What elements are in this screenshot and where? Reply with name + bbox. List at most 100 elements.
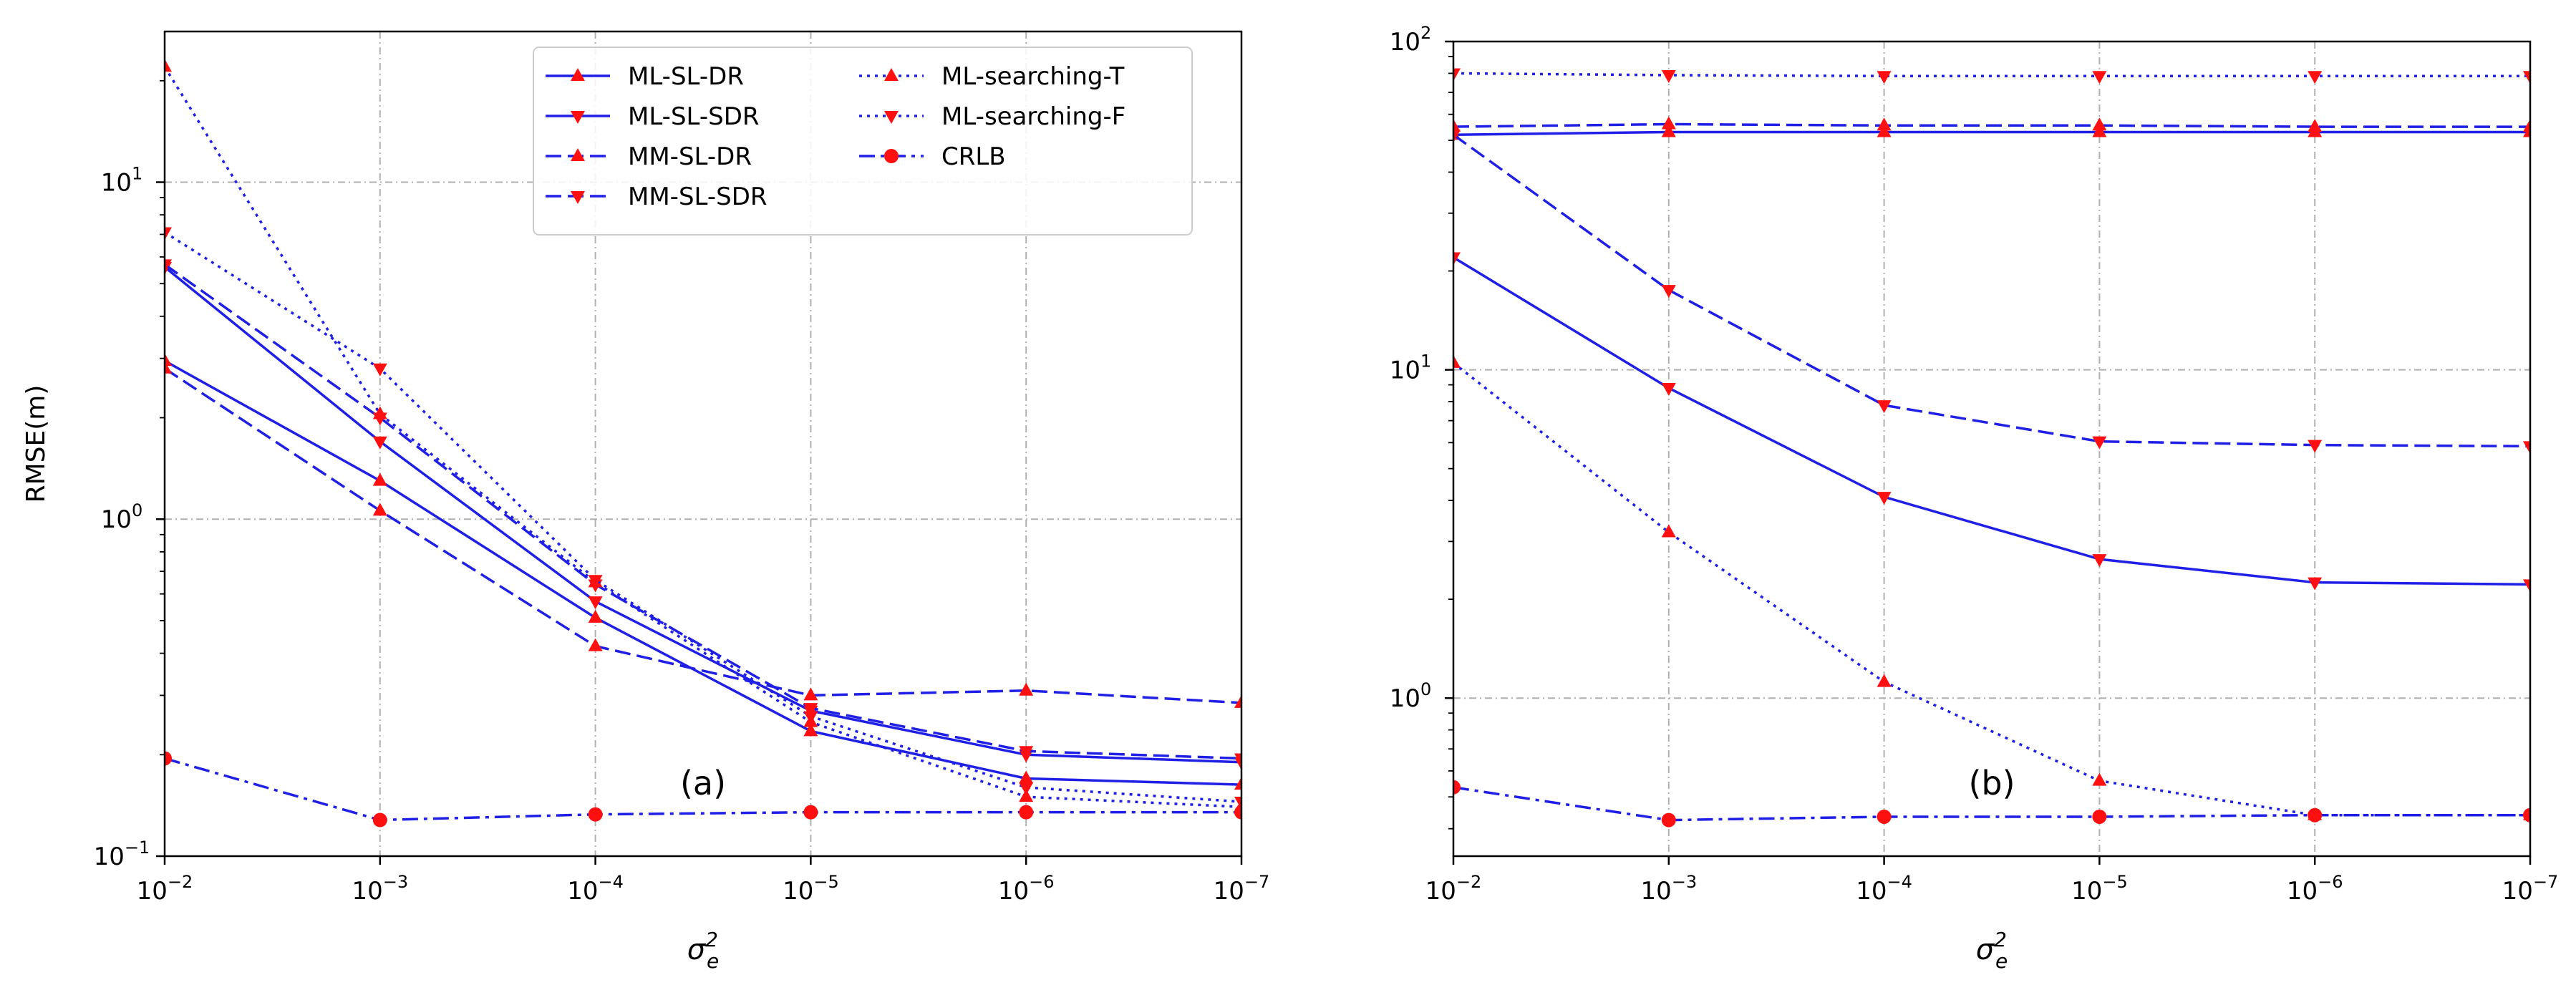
- data-point: [1877, 117, 1892, 131]
- series-crlb: [165, 751, 1241, 828]
- x-tick-label: 10−2: [1425, 872, 1482, 906]
- series-line: [1453, 362, 2530, 817]
- data-point: [165, 259, 172, 273]
- series-line: [165, 367, 1241, 704]
- y-ticks-b: 100 101 102: [1390, 23, 1453, 830]
- series-line: [165, 359, 1241, 786]
- series-group-b: [1453, 68, 2530, 828]
- legend-item: MM-SL-SDR: [546, 183, 768, 211]
- data-point: [2092, 554, 2107, 568]
- series-line: [1453, 122, 2530, 128]
- data-point: [2523, 579, 2530, 593]
- legend-marker: [571, 111, 585, 124]
- data-point: [1877, 492, 1892, 505]
- legend-marker: [571, 191, 585, 204]
- x-tick-label: 10−4: [1856, 872, 1912, 906]
- data-point: [372, 812, 387, 828]
- x-tick-label: 10−5: [783, 872, 839, 906]
- legend: ML-SL-DR ML-SL-SDR MM-SL-DR MM-SL-SDR ML-sea…: [533, 47, 1193, 236]
- panel-label-a: (a): [680, 764, 726, 802]
- y-tick-label: 100: [1390, 679, 1432, 713]
- series-line: [165, 266, 1241, 764]
- data-point: [2308, 577, 2323, 591]
- data-point: [1877, 674, 1892, 687]
- legend-marker: [571, 148, 585, 161]
- series-mm-sl-dr: [165, 360, 1241, 708]
- chart-panel-b: 10−2 10−3 10−4 10−5 10−6 10−7 100 101 102 (b) σ…: [1390, 23, 2559, 973]
- x-tick-label: 10−2: [137, 872, 193, 906]
- data-point: [372, 472, 387, 486]
- data-point: [588, 609, 603, 623]
- data-point: [2092, 809, 2107, 824]
- series-line: [1453, 72, 2530, 77]
- data-point: [1019, 789, 1034, 802]
- legend-marker: [884, 68, 899, 81]
- data-point: [803, 703, 818, 717]
- grid-b: [1453, 41, 2531, 856]
- data-point: [1234, 753, 1241, 767]
- legend-label: MM-SL-SDR: [628, 183, 768, 211]
- series-line: [165, 263, 1241, 760]
- data-point: [372, 503, 387, 516]
- data-point: [165, 59, 172, 72]
- data-point: [588, 638, 603, 651]
- legend-label: ML-SL-SDR: [628, 102, 760, 131]
- legend-marker: [571, 68, 585, 81]
- data-point: [1661, 69, 1676, 83]
- data-point: [1453, 119, 1461, 132]
- data-point: [1019, 770, 1034, 784]
- data-point: [1661, 285, 1676, 299]
- legend-item: ML-searching-T: [859, 62, 1125, 91]
- data-point: [1661, 383, 1676, 397]
- series-line: [1453, 130, 2530, 136]
- data-point: [372, 436, 387, 450]
- data-point: [588, 596, 603, 610]
- legend-label: ML-searching-T: [941, 62, 1125, 91]
- x-axis-label-a: σ2 e: [687, 928, 719, 973]
- y-ticks-a: 10−1 100 101: [94, 79, 165, 871]
- data-point: [1234, 805, 1241, 820]
- series-ml-sl-dr: [165, 353, 1241, 790]
- data-point: [803, 805, 818, 820]
- series-group-a: [165, 59, 1241, 828]
- x-axis-label-b: σ2 e: [1976, 928, 2008, 973]
- x-ticks-b: 10−2 10−3 10−4 10−5 10−6 10−7: [1425, 856, 2558, 906]
- series-line-3: [1453, 116, 2530, 132]
- data-point: [1234, 777, 1241, 790]
- y-axis-label-a: RMSE(m): [21, 385, 51, 503]
- legend-box: [533, 47, 1193, 236]
- y-tick-label: 101: [1390, 351, 1432, 385]
- data-point: [2092, 117, 2107, 131]
- series-line: [165, 231, 1241, 803]
- legend-item: CRLB: [859, 142, 1006, 171]
- data-point: [372, 363, 387, 377]
- data-point: [2523, 119, 2530, 132]
- data-point: [803, 711, 818, 724]
- series-mm-sl-sdr: [165, 259, 1241, 767]
- data-point: [2523, 71, 2530, 84]
- data-point: [2308, 119, 2323, 132]
- data-point: [1019, 682, 1034, 696]
- legend-label: CRLB: [941, 142, 1006, 171]
- data-point: [1019, 805, 1034, 820]
- data-point: [2308, 71, 2323, 84]
- data-point: [1019, 782, 1034, 795]
- data-point: [2092, 124, 2107, 137]
- axes-frame-b: [1452, 40, 2532, 858]
- data-point: [803, 687, 818, 701]
- x-tick-label: 10−4: [567, 872, 624, 906]
- y-tick-label: 102: [1390, 23, 1432, 57]
- data-point: [165, 227, 172, 241]
- legend-label: ML-SL-DR: [628, 62, 744, 91]
- x-tick-label: 10−6: [2287, 872, 2343, 906]
- data-point: [1877, 124, 1892, 137]
- x-tick-label: 10−5: [2071, 872, 2128, 906]
- series-line: [165, 757, 1241, 822]
- data-point: [1453, 252, 1461, 266]
- data-point: [1234, 694, 1241, 708]
- data-point: [1661, 124, 1676, 137]
- x-tick-label: 10−3: [1640, 872, 1697, 906]
- data-point: [803, 723, 818, 737]
- series-line-5: [1453, 354, 2530, 820]
- series-line: [165, 66, 1241, 808]
